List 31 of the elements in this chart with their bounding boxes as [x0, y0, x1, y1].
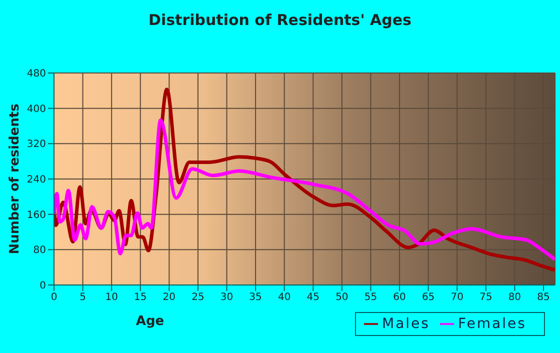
line-series	[54, 118, 555, 262]
y-axis-title: Number of residents	[8, 103, 23, 254]
y-tick-label: 480	[26, 68, 46, 80]
y-tick-label: 80	[33, 245, 46, 256]
x-tick-label: 85	[537, 292, 550, 304]
x-tick-label: 60	[393, 292, 406, 304]
x-tick-label: 75	[480, 292, 492, 304]
x-axis-title: Age	[134, 314, 166, 329]
x-tick-label: 35	[249, 292, 262, 304]
x-tick-label: 20	[162, 292, 176, 304]
x-tick-label: 50	[336, 292, 348, 304]
y-tick-label: 160	[26, 210, 46, 221]
x-tick-label: 10	[105, 292, 118, 304]
x-tick-label: 5	[80, 292, 86, 304]
x-tick-label: 40	[278, 292, 291, 304]
x-tick-label: 80	[508, 292, 522, 304]
y-tick-label: 320	[26, 139, 46, 150]
x-tick-label: 25	[192, 292, 204, 304]
x-tick-label: 30	[220, 292, 234, 304]
x-tick-label: 0	[50, 292, 58, 304]
x-tick-label: 70	[450, 292, 464, 304]
y-tick-label: 240	[26, 174, 46, 186]
y-tick-label: 400	[26, 104, 46, 115]
y-tick-label: 0	[40, 280, 46, 292]
x-tick-label: 45	[306, 292, 320, 304]
legend-label: Females	[458, 316, 526, 332]
chart-title: Distribution of Residents' Ages	[148, 11, 412, 29]
legend-label: Males	[382, 316, 430, 332]
x-tick-label: 55	[364, 292, 378, 304]
x-tick-label: 15	[134, 292, 147, 304]
x-tick-label: 65	[422, 292, 435, 304]
